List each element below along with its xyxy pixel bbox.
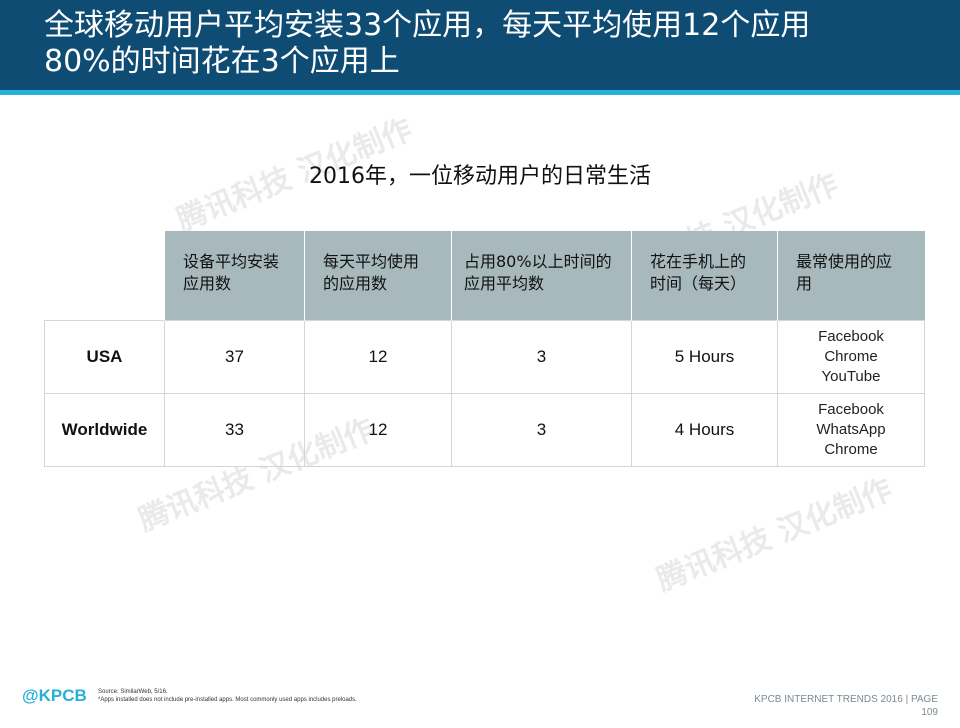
page-number: 109 (921, 707, 938, 718)
row-label-usa: USA (44, 320, 165, 394)
cell-phone-time: 5 Hours (631, 320, 778, 394)
header-corner (44, 231, 165, 321)
cell-80pct-apps: 3 (451, 393, 632, 467)
watermark: 腾讯科技 汉化制作 (651, 472, 898, 599)
footnote: Source: SimilarWeb, 5/16. *Apps installe… (98, 688, 357, 704)
header-80pct-apps: 占用80%以上时间的应用平均数 (451, 231, 632, 321)
header-phone-time: 花在手机上的时间（每天） (631, 231, 778, 321)
cell-daily-used: 12 (304, 393, 452, 467)
app-name: WhatsApp (816, 421, 886, 438)
app-name: Facebook (818, 328, 884, 345)
header-daily-used: 每天平均使用的应用数 (304, 231, 452, 321)
footer-brand: KPCB INTERNET TRENDS 2016 | PAGE (754, 694, 938, 705)
title-line-2: 80%的时间花在3个应用上 (44, 44, 400, 79)
cell-phone-time: 4 Hours (631, 393, 778, 467)
kpcb-logo: @KPCB (22, 686, 87, 705)
table-title: 2016年，一位移动用户的日常生活 (309, 164, 651, 189)
table-header-row: 设备平均安装应用数 每天平均使用的应用数 占用80%以上时间的应用平均数 花在手… (44, 231, 925, 321)
app-name: Chrome (824, 348, 878, 365)
header-top-apps: 最常使用的应用 (777, 231, 925, 321)
cell-top-apps: Facebook Chrome YouTube (777, 320, 925, 394)
header-installed: 设备平均安装应用数 (164, 231, 305, 321)
cell-installed: 37 (164, 320, 305, 394)
cell-top-apps: Facebook WhatsApp Chrome (777, 393, 925, 467)
app-name: Facebook (818, 401, 884, 418)
row-label-worldwide: Worldwide (44, 393, 165, 467)
cell-80pct-apps: 3 (451, 320, 632, 394)
apps-note: *Apps installed does not include pre-ins… (98, 697, 357, 703)
header-accent-stripe (0, 90, 960, 95)
cell-installed: 33 (164, 393, 305, 467)
app-usage-table: 设备平均安装应用数 每天平均使用的应用数 占用80%以上时间的应用平均数 花在手… (44, 231, 925, 467)
header-bar (0, 0, 960, 90)
table-row: USA 37 12 3 5 Hours Facebook Chrome YouT… (44, 320, 925, 394)
title-line-1: 全球移动用户平均安装33个应用，每天平均使用12个应用 (44, 8, 811, 43)
app-name: Chrome (824, 441, 878, 458)
table-row: Worldwide 33 12 3 4 Hours Facebook Whats… (44, 393, 925, 467)
slide-title: 全球移动用户平均安装33个应用，每天平均使用12个应用 80%的时间花在3个应用… (44, 8, 944, 80)
app-name: YouTube (821, 368, 881, 385)
footer-page-info: KPCB INTERNET TRENDS 2016 | PAGE 109 (754, 693, 938, 719)
cell-daily-used: 12 (304, 320, 452, 394)
source-note: Source: SimilarWeb, 5/16. (98, 689, 168, 695)
